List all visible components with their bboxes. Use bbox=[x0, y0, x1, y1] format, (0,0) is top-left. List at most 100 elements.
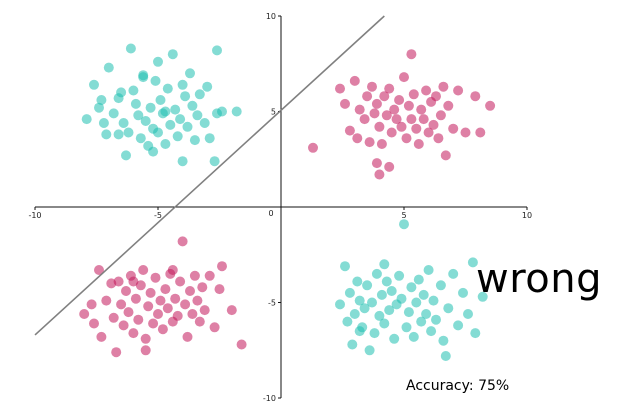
data-point bbox=[89, 318, 99, 329]
data-point bbox=[170, 104, 181, 115]
data-point bbox=[214, 284, 225, 295]
data-point bbox=[128, 85, 139, 96]
data-point bbox=[133, 110, 144, 121]
data-point bbox=[194, 316, 205, 327]
data-point bbox=[217, 106, 227, 117]
data-point bbox=[411, 123, 422, 134]
data-point bbox=[145, 287, 156, 298]
data-point bbox=[367, 81, 377, 92]
data-point bbox=[130, 293, 141, 304]
data-point bbox=[403, 307, 414, 318]
data-point bbox=[374, 310, 385, 321]
data-point bbox=[89, 79, 99, 90]
data-point bbox=[192, 295, 203, 306]
data-point bbox=[135, 280, 146, 291]
axes bbox=[34, 15, 528, 399]
data-point bbox=[406, 114, 417, 125]
data-point bbox=[155, 95, 166, 105]
data-point bbox=[172, 131, 183, 142]
data-point bbox=[475, 127, 486, 138]
decision-boundary bbox=[34, 15, 385, 336]
accuracy-label: Accuracy: 75% bbox=[406, 378, 510, 394]
data-point bbox=[426, 326, 437, 337]
data-point bbox=[384, 161, 395, 172]
data-point bbox=[386, 127, 397, 138]
data-point bbox=[371, 158, 382, 169]
data-point bbox=[379, 259, 390, 270]
data-point bbox=[381, 276, 392, 287]
data-point bbox=[236, 339, 247, 350]
data-point bbox=[362, 91, 373, 102]
data-point bbox=[130, 98, 141, 109]
data-point bbox=[165, 119, 176, 130]
data-point bbox=[460, 127, 471, 138]
data-point bbox=[369, 108, 380, 119]
data-point bbox=[418, 289, 429, 300]
data-point bbox=[172, 310, 183, 321]
data-point bbox=[116, 299, 127, 310]
y-tick-label: -10 bbox=[263, 394, 276, 403]
data-point bbox=[376, 289, 387, 300]
data-point bbox=[123, 127, 134, 138]
data-point bbox=[467, 257, 478, 268]
data-point bbox=[421, 85, 432, 96]
data-point bbox=[376, 139, 387, 149]
data-point bbox=[379, 318, 390, 329]
data-point bbox=[371, 98, 382, 109]
data-point bbox=[133, 314, 144, 325]
data-point bbox=[431, 314, 441, 325]
data-point bbox=[438, 81, 449, 92]
data-point bbox=[140, 345, 151, 356]
x-tick-label: 10 bbox=[522, 211, 532, 220]
data-point bbox=[113, 129, 124, 140]
data-point bbox=[123, 307, 134, 318]
data-point bbox=[389, 104, 400, 115]
data-point bbox=[194, 89, 205, 100]
data-point bbox=[428, 295, 439, 306]
data-point bbox=[155, 295, 166, 306]
data-point bbox=[369, 328, 380, 339]
data-point bbox=[96, 95, 107, 105]
data-points bbox=[79, 43, 496, 361]
data-point bbox=[401, 133, 412, 144]
data-point bbox=[349, 309, 360, 319]
data-point bbox=[403, 100, 414, 111]
data-point bbox=[138, 265, 149, 275]
decision-line bbox=[34, 15, 385, 336]
data-point bbox=[145, 102, 156, 113]
data-point bbox=[187, 309, 198, 319]
data-point bbox=[413, 139, 424, 149]
data-point bbox=[349, 75, 360, 86]
data-point bbox=[182, 121, 193, 132]
data-point bbox=[374, 121, 385, 132]
data-point bbox=[199, 118, 210, 128]
data-point bbox=[182, 331, 193, 342]
data-point bbox=[167, 49, 178, 60]
data-point bbox=[209, 156, 220, 167]
data-point bbox=[121, 286, 131, 296]
data-point bbox=[416, 104, 427, 115]
data-point bbox=[150, 75, 161, 86]
data-point bbox=[118, 320, 129, 331]
data-point bbox=[162, 83, 173, 94]
data-point bbox=[371, 268, 382, 279]
data-point bbox=[153, 309, 163, 319]
data-point bbox=[192, 110, 203, 121]
data-point bbox=[202, 81, 213, 92]
data-point bbox=[418, 114, 429, 125]
data-point bbox=[101, 295, 112, 306]
data-point bbox=[374, 169, 385, 180]
x-tick-label: 5 bbox=[401, 211, 406, 220]
data-point bbox=[443, 100, 454, 111]
data-point bbox=[394, 270, 405, 281]
data-point bbox=[359, 303, 370, 314]
data-point bbox=[386, 286, 397, 296]
data-point bbox=[384, 305, 395, 316]
data-point bbox=[406, 49, 417, 60]
data-point bbox=[138, 70, 149, 81]
data-point bbox=[477, 291, 488, 302]
data-point bbox=[86, 299, 97, 310]
data-point bbox=[423, 265, 434, 275]
data-point bbox=[440, 150, 451, 161]
data-point bbox=[162, 303, 173, 314]
